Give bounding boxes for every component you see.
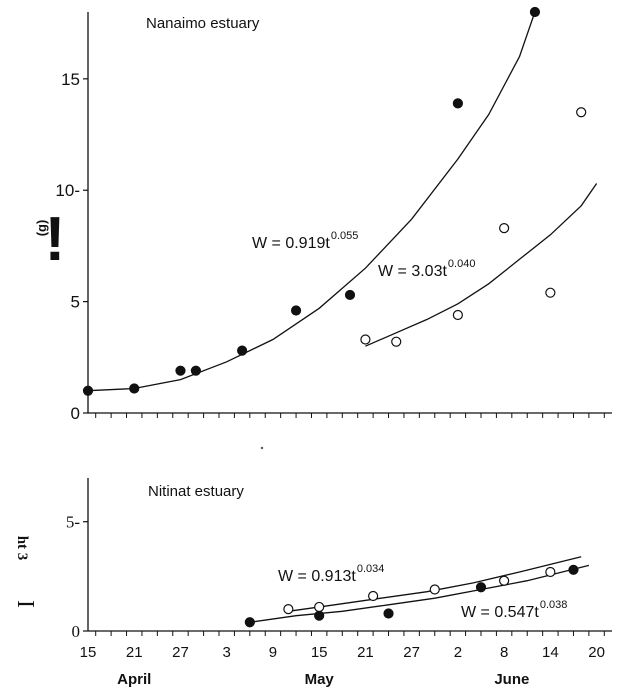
nanaimo-open-point [360, 334, 371, 345]
nanaimo-filled-point [452, 98, 463, 109]
nitinat-ylabel-bottom: I [12, 600, 38, 608]
xtick-label: 8 [500, 644, 508, 661]
nitinat-open-point [499, 575, 510, 586]
nanaimo-open-point [576, 107, 587, 118]
nitinat-ytick-label: 0 [72, 622, 81, 641]
nanaimo-ytick-label: 10- [55, 181, 80, 200]
nanaimo-series-open-fit-line [365, 183, 598, 347]
nanaimo-series-filled-fit-line [87, 11, 536, 392]
nanaimo-filled-point [175, 365, 186, 376]
nanaimo-ylabel-unit: (g) [34, 220, 49, 237]
xtick-label: 15 [80, 644, 97, 661]
month-label: April [117, 671, 151, 688]
nitinat-series-filled-fit-line [249, 564, 590, 623]
nitinat-open-point [314, 601, 325, 613]
nanaimo-equation: W = 3.03t [378, 263, 447, 280]
nitinat-filled-point [568, 564, 579, 575]
nitinat-open-point [429, 584, 440, 595]
nanaimo-ytick-label: 15 [61, 70, 80, 89]
nitinat-filled-point [244, 617, 255, 628]
nitinat-equation: W = 0.547t [461, 604, 539, 621]
nanaimo-open-point [391, 336, 402, 347]
nanaimo-ylabel-bang: ! [45, 205, 66, 274]
nitinat-filled-point [383, 608, 394, 619]
nitinat-series-open-fit-line [288, 556, 582, 612]
xtick-label: 3 [223, 644, 231, 661]
xtick-label: 9 [269, 644, 277, 661]
nitinat-equation-exponent: 0.034 [357, 563, 385, 575]
xtick-label: 15 [311, 644, 328, 661]
nitinat-title: Nitinat estuary [148, 483, 244, 500]
nitinat-filled-point [314, 610, 325, 621]
xtick-label: 21 [126, 644, 143, 661]
nanaimo-filled-point [290, 305, 302, 316]
stray-mark [260, 446, 264, 450]
nitinat-ytick-label: 5- [66, 513, 81, 532]
xtick-label: 20 [588, 644, 605, 661]
nitinat-open-point [283, 604, 294, 615]
nanaimo-filled-point [190, 365, 201, 376]
month-label: May [305, 671, 335, 688]
nanaimo-open-point [545, 287, 556, 298]
nanaimo-filled-point [129, 383, 140, 394]
nanaimo-filled-point [82, 385, 94, 396]
xtick-label: 21 [357, 644, 374, 661]
nanaimo-title: Nanaimo estuary [146, 15, 260, 32]
xtick-label: 2 [454, 644, 462, 661]
nitinat-equation: W = 0.913t [278, 568, 356, 585]
nanaimo-equation-exponent: 0.040 [448, 258, 476, 270]
nanaimo-filled-point [529, 6, 541, 18]
nitinat-equation-exponent: 0.038 [540, 599, 568, 611]
nitinat-filled-point [475, 582, 487, 593]
nanaimo-open-point [452, 309, 463, 321]
nitinat-ylabel-top: ht 3 [14, 536, 30, 561]
nitinat-open-point [545, 566, 556, 578]
nanaimo-ytick-label: 0 [71, 404, 80, 423]
nitinat-open-point [368, 590, 379, 602]
nanaimo-equation: W = 0.919t [252, 235, 330, 252]
nanaimo-filled-point [237, 345, 248, 356]
month-label: June [494, 671, 529, 688]
nanaimo-ytick-label: 5 [71, 293, 80, 312]
xtick-label: 27 [403, 644, 420, 661]
nanaimo-equation-exponent: 0.055 [331, 230, 359, 242]
nanaimo-filled-point [344, 289, 356, 301]
nanaimo-open-point [499, 222, 510, 234]
xtick-label: 14 [542, 644, 559, 661]
xtick-label: 27 [172, 644, 189, 661]
